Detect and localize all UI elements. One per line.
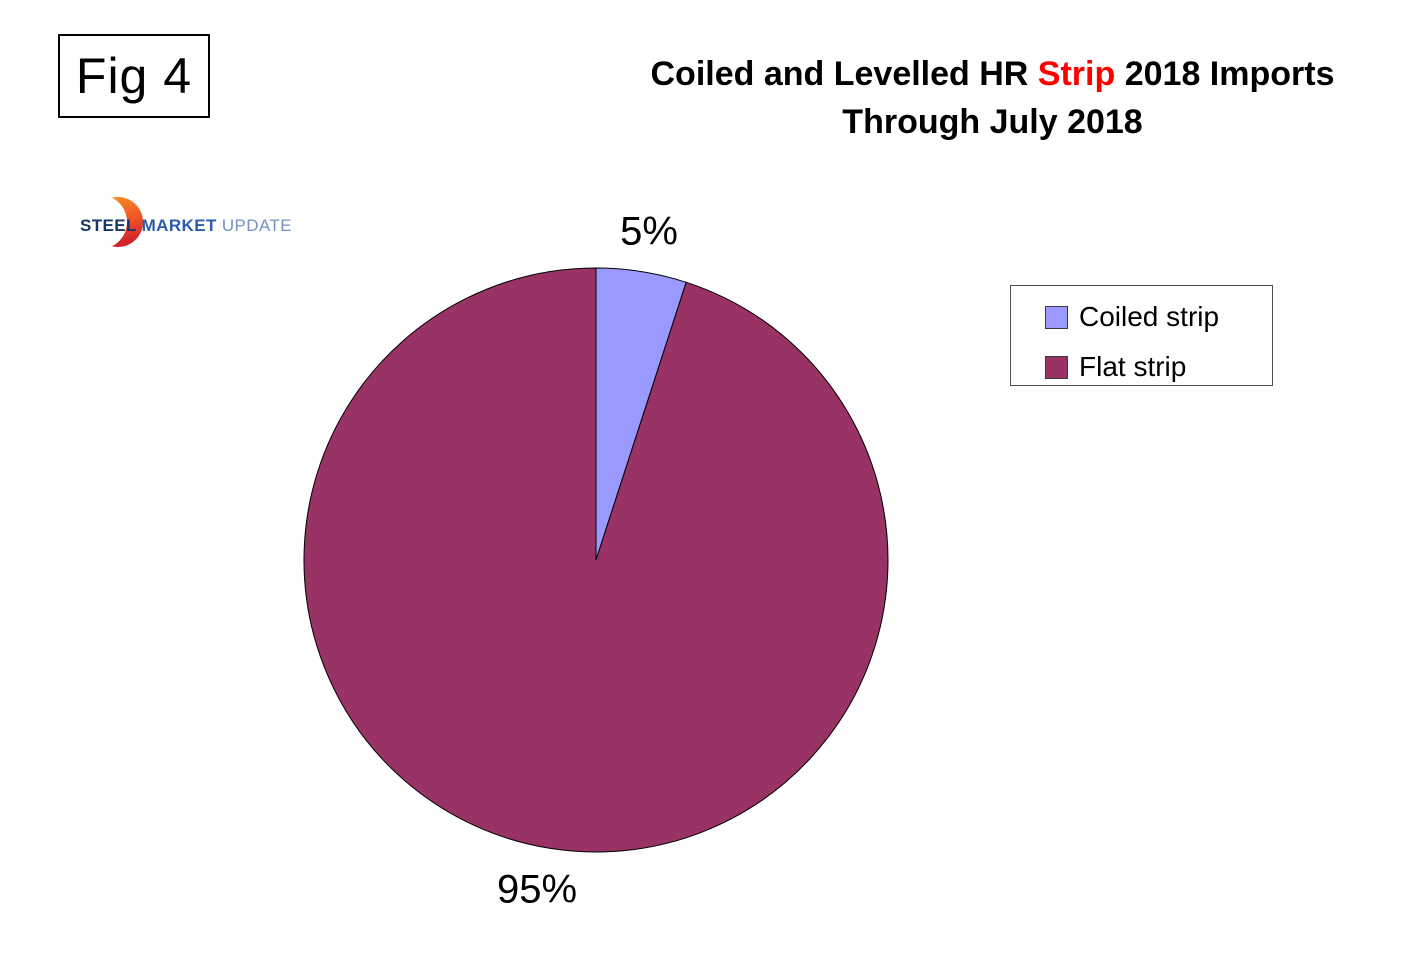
chart-title: Coiled and Levelled HR Strip 2018 Import… bbox=[565, 50, 1420, 146]
crescent-swoosh-icon bbox=[93, 197, 143, 247]
title-pre: Coiled and Levelled HR bbox=[650, 55, 1029, 93]
pct-label-flat-strip: 95% bbox=[496, 867, 578, 912]
title-post: 2018 Imports bbox=[1115, 55, 1335, 93]
title-highlight: Strip bbox=[1028, 55, 1116, 93]
legend-label-coiled-strip: Coiled strip bbox=[1079, 301, 1220, 332]
legend-swatch-coiled-strip bbox=[1045, 305, 1068, 329]
smu-logo: STEEL MARKET UPDATE bbox=[78, 192, 292, 252]
pie-chart bbox=[303, 267, 889, 853]
chart-title-line1: Coiled and Levelled HR Strip 2018 Import… bbox=[565, 50, 1420, 98]
fig-label: Fig 4 bbox=[75, 48, 193, 104]
fig-label-box: Fig 4 bbox=[58, 34, 210, 118]
legend-label-flat-strip: Flat strip bbox=[1079, 351, 1187, 382]
logo-text: STEEL MARKET UPDATE bbox=[80, 216, 292, 236]
logo-word-update: UPDATE bbox=[216, 216, 292, 235]
logo-word-market: MARKET bbox=[136, 216, 217, 235]
logo-word-steel: STEEL bbox=[80, 216, 137, 235]
legend-swatch-flat-strip bbox=[1045, 355, 1068, 379]
legend-item-coiled-strip: Coiled strip bbox=[1045, 301, 1272, 333]
legend-item-flat-strip: Flat strip bbox=[1045, 351, 1272, 383]
legend: Coiled strip Flat strip bbox=[1010, 285, 1273, 386]
pie-slice-flat-strip bbox=[303, 267, 889, 853]
chart-title-line2: Through July 2018 bbox=[842, 103, 1143, 141]
pct-label-coiled-strip: 5% bbox=[620, 209, 678, 254]
